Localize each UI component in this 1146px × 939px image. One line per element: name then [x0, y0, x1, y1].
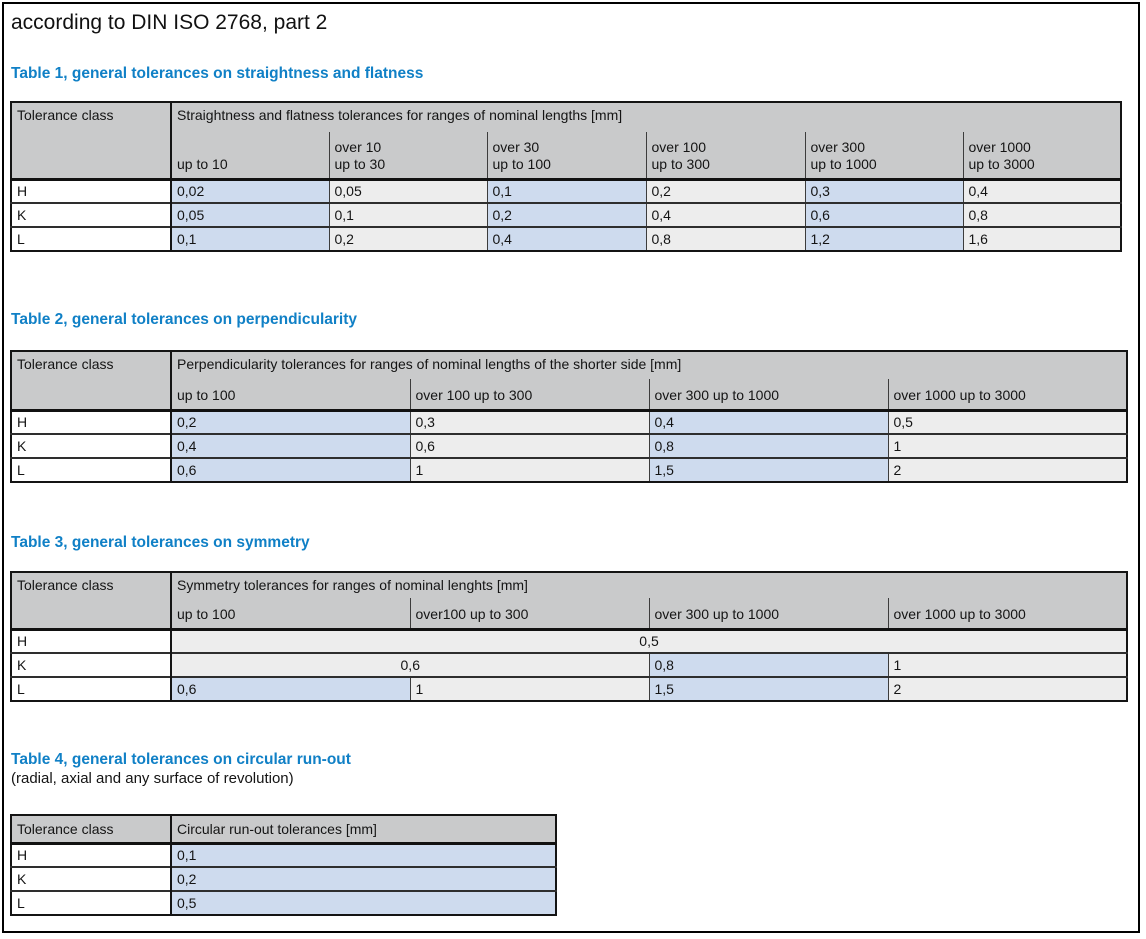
class-cell: H	[10, 408, 172, 435]
class-cell: L	[10, 457, 172, 483]
value-cell: 2	[887, 676, 1128, 702]
value-cell: 0,8	[962, 202, 1122, 228]
table-row: H 0,02 0,05 0,1 0,2 0,3 0,4	[10, 177, 1122, 204]
table-row: H 0,5	[10, 627, 1128, 654]
table-1-straightness-flatness: Tolerance class Straightness and flatnes…	[10, 101, 1122, 252]
table-row: K 0,2	[10, 866, 557, 892]
page-title: according to DIN ISO 2768, part 2	[11, 11, 328, 34]
value-cell: 0,3	[409, 408, 650, 435]
table-1-caption: Table 1, general tolerances on straightn…	[11, 65, 424, 82]
value-cell: 0,5	[887, 408, 1128, 435]
table-row: L 0,5	[10, 890, 557, 916]
span-header: Straightness and flatness tolerances for…	[170, 101, 1122, 132]
value-cell: 1	[409, 676, 650, 702]
value-cell: 0,2	[170, 408, 411, 435]
table-4-circular-runout: Tolerance class Circular run-out toleran…	[10, 814, 557, 916]
value-cell: 0,8	[648, 433, 889, 459]
table-row: H 0,1	[10, 841, 557, 868]
table-row: H 0,2 0,3 0,4 0,5	[10, 408, 1128, 435]
value-cell: 0,2	[170, 866, 557, 892]
table-row: L 0,6 1 1,5 2	[10, 457, 1128, 483]
value-cell: 1	[887, 433, 1128, 459]
column-header: over 30 up to 100	[486, 132, 647, 180]
class-cell: L	[10, 226, 172, 252]
value-cell: 0,02	[170, 177, 330, 204]
span-header: Perpendicularity tolerances for ranges o…	[170, 350, 1128, 379]
column-header: over100 up to 300	[409, 598, 650, 630]
value-cell: 0,6	[170, 457, 411, 483]
value-cell: 0,6	[804, 202, 964, 228]
column-header: over 100 up to 300	[645, 132, 806, 180]
column-header: up to 100	[170, 598, 411, 630]
tolerance-class-header: Tolerance class	[10, 350, 172, 410]
value-cell: 0,1	[170, 841, 557, 868]
value-cell-merged: 0,6	[170, 652, 650, 678]
table-3-caption: Table 3, general tolerances on symmetry	[11, 534, 310, 551]
value-cell: 0,6	[170, 676, 411, 702]
value-cell: 1,2	[804, 226, 964, 252]
class-cell: K	[10, 652, 172, 678]
value-cell: 1,5	[648, 457, 889, 483]
table-row: K 0,4 0,6 0,8 1	[10, 433, 1128, 459]
table-4-subtitle: (radial, axial and any surface of revolu…	[11, 770, 294, 787]
column-header: over 1000 up to 3000	[962, 132, 1122, 180]
table-2-perpendicularity: Tolerance class Perpendicularity toleran…	[10, 350, 1129, 483]
value-cell-merged: 0,5	[170, 627, 1128, 654]
class-cell: L	[10, 890, 172, 916]
value-cell: 1	[887, 652, 1128, 678]
value-cell: 0,8	[648, 652, 889, 678]
class-cell: K	[10, 202, 172, 228]
table-2-caption: Table 2, general tolerances on perpendic…	[11, 311, 357, 328]
value-cell: 0,4	[648, 408, 889, 435]
value-cell: 0,4	[645, 202, 806, 228]
value-cell: 0,3	[804, 177, 964, 204]
class-cell: H	[10, 627, 172, 654]
value-cell: 0,1	[170, 226, 330, 252]
value-cell: 2	[887, 457, 1128, 483]
value-cell: 0,4	[962, 177, 1122, 204]
value-cell: 1,6	[962, 226, 1122, 252]
column-header: over 100 up to 300	[409, 379, 650, 411]
value-cell: 0,2	[486, 202, 647, 228]
class-cell: K	[10, 433, 172, 459]
class-cell: L	[10, 676, 172, 702]
tolerance-class-header: Tolerance class	[10, 814, 172, 844]
span-header: Symmetry tolerances for ranges of nomina…	[170, 571, 1128, 598]
column-header: over 300 up to 1000	[648, 598, 889, 630]
value-cell: 0,8	[645, 226, 806, 252]
value-cell: 0,5	[170, 890, 557, 916]
value-cell: 0,05	[170, 202, 330, 228]
column-header: over 10 up to 30	[328, 132, 488, 180]
value-cell: 0,4	[170, 433, 411, 459]
table-row: K 0,6 0,8 1	[10, 652, 1128, 678]
class-cell: H	[10, 177, 172, 204]
column-header: up to 100	[170, 379, 411, 411]
class-cell: K	[10, 866, 172, 892]
value-cell: 0,2	[645, 177, 806, 204]
value-cell: 0,2	[328, 226, 488, 252]
value-cell: 0,6	[409, 433, 650, 459]
tolerance-class-header: Tolerance class	[10, 101, 172, 179]
value-cell: 1,5	[648, 676, 889, 702]
column-header: up to 10	[170, 132, 330, 180]
value-cell: 0,05	[328, 177, 488, 204]
column-header: over 1000 up to 3000	[887, 598, 1128, 630]
column-header: over 300 up to 1000	[804, 132, 964, 180]
value-cell: 0,4	[486, 226, 647, 252]
column-header: over 1000 up to 3000	[887, 379, 1128, 411]
value-cell: 0,1	[486, 177, 647, 204]
table-4-caption: Table 4, general tolerances on circular …	[11, 751, 351, 768]
table-row: K 0,05 0,1 0,2 0,4 0,6 0,8	[10, 202, 1122, 228]
span-header: Circular run-out tolerances [mm]	[170, 814, 557, 844]
value-cell: 0,1	[328, 202, 488, 228]
value-cell: 1	[409, 457, 650, 483]
table-3-symmetry: Tolerance class Symmetry tolerances for …	[10, 571, 1129, 702]
table-row: L 0,1 0,2 0,4 0,8 1,2 1,6	[10, 226, 1122, 252]
tolerance-class-header: Tolerance class	[10, 571, 172, 629]
table-row: L 0,6 1 1,5 2	[10, 676, 1128, 702]
class-cell: H	[10, 841, 172, 868]
column-header: over 300 up to 1000	[648, 379, 889, 411]
